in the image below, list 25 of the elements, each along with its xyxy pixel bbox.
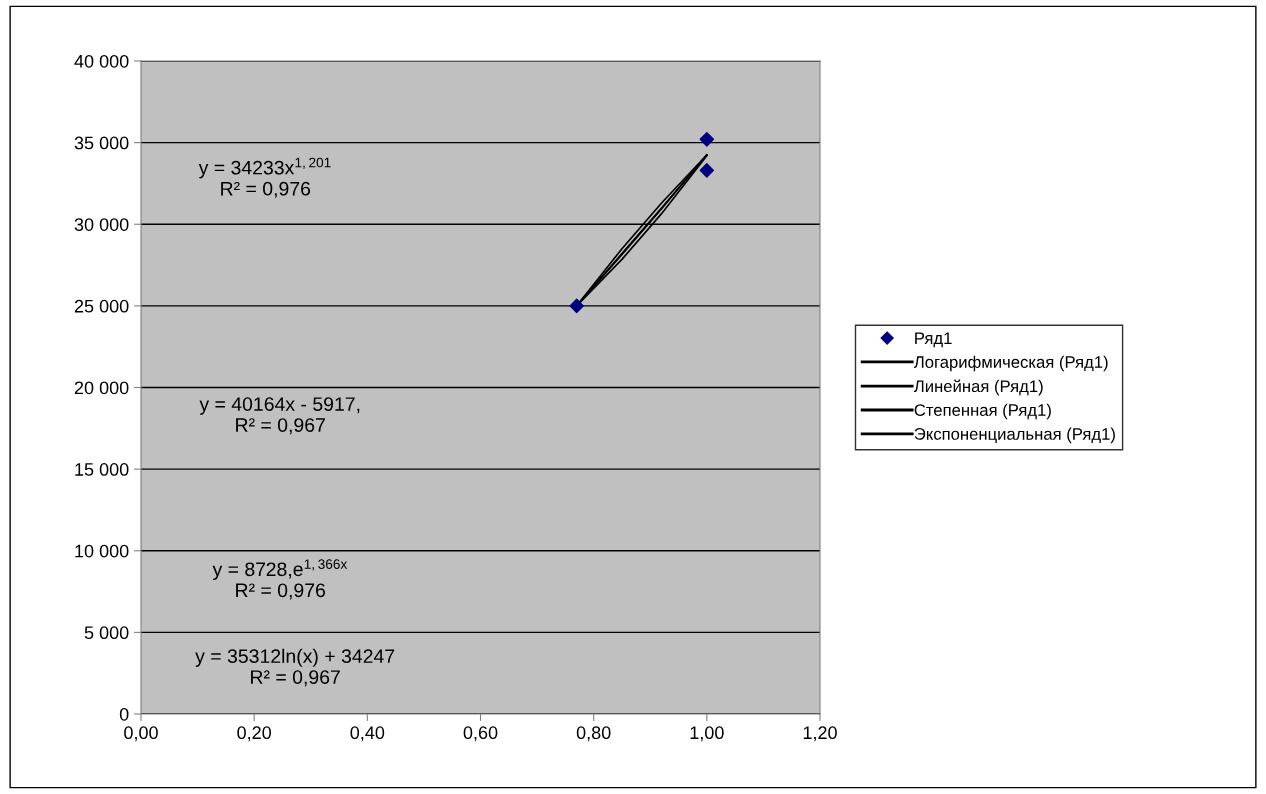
- y-tick-label: 0: [119, 707, 129, 721]
- x-tick-label: 0,00: [124, 726, 158, 742]
- y-tick-label: 40 000: [74, 54, 129, 68]
- x-tick-label: 0,40: [350, 726, 385, 742]
- annotation: y = 40164x - 5917, R² = 0,967: [199, 397, 360, 435]
- y-tick-label: 20 000: [74, 381, 129, 395]
- y-tick-label: 30 000: [74, 218, 129, 231]
- annotation: y = 35312ln(x) + 34247 R² = 0,967: [195, 648, 395, 687]
- annotation: y = 8728,e$^{1,366x}$ R² = 0,976: [212, 559, 348, 600]
- legend-label: Степенная (Ряд1): [914, 403, 1051, 420]
- y-tick-label: 25 000: [74, 299, 129, 313]
- x-tick-label: 0,60: [463, 726, 498, 742]
- legend-label: Логарифмическая (Ряд1): [913, 355, 1108, 372]
- legend-label: Ряд1: [915, 332, 952, 348]
- y-tick-label: 15 000: [75, 463, 129, 476]
- y-tick-label: 10 000: [75, 544, 129, 558]
- x-tick-label: 0,20: [237, 726, 272, 742]
- legend-label: Линейная (Ряд1): [913, 379, 1043, 396]
- y-tick-label: 5 000: [84, 626, 129, 640]
- legend-label: Экспоненциальная (Ряд1): [914, 427, 1115, 444]
- x-tick-label: 1,00: [690, 726, 724, 742]
- x-tick-label: 0,80: [576, 726, 611, 742]
- annotation: y = 34233x$^{1,201}$ R² = 0,976: [198, 157, 331, 198]
- x-tick-label: 1,20: [803, 726, 837, 742]
- y-tick-label: 35 000: [74, 136, 129, 150]
